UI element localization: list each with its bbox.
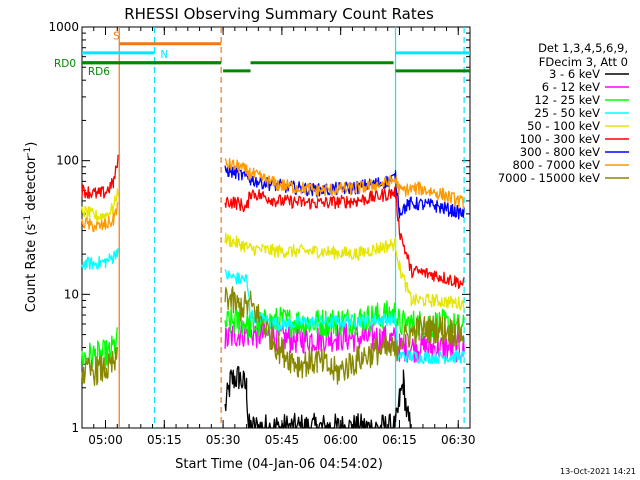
- legend-label: 6 - 12 keV: [542, 80, 600, 94]
- y-tick-label: 1: [71, 421, 79, 435]
- legend-label: 300 - 800 keV: [520, 145, 600, 159]
- legend-label: 50 - 100 keV: [527, 119, 600, 133]
- plot-frame: [81, 26, 471, 429]
- series-line: [81, 188, 119, 223]
- x-tick-label: 05:00: [88, 433, 123, 447]
- series-line: [224, 286, 465, 385]
- x-tick-label: 05:45: [265, 433, 300, 447]
- series-lines: [81, 154, 465, 429]
- chart-title: RHESSI Observing Summary Count Rates: [124, 5, 434, 23]
- series-line: [81, 202, 119, 233]
- series-line: [81, 247, 119, 271]
- series-line: [224, 232, 465, 311]
- x-tick-label: 06:30: [441, 433, 476, 447]
- y-tick-label: 10: [64, 287, 79, 301]
- series-line: [224, 319, 465, 363]
- flag-bars: S N RD0 RD6: [54, 31, 470, 78]
- x-tick-label: 06:00: [323, 433, 358, 447]
- axis-ticks: [81, 26, 471, 429]
- legend-label: 800 - 7000 keV: [512, 158, 600, 172]
- series-line: [224, 157, 465, 210]
- legend: Det 1,3,4,5,6,9, FDecim 3, Att 0 3 - 6 k…: [498, 41, 629, 185]
- legend-label: 25 - 50 keV: [534, 106, 600, 120]
- flag-label-s: S: [113, 31, 120, 43]
- x-axis-label: Start Time (04-Jan-06 04:54:02): [175, 457, 383, 472]
- flag-label-n: N: [160, 49, 168, 61]
- x-tick-label: 06:15: [382, 433, 417, 447]
- legend-label: 7000 - 15000 keV: [498, 171, 600, 185]
- flag-label-rd0: RD0: [54, 58, 76, 70]
- legend-label: 3 - 6 keV: [549, 67, 600, 81]
- legend-header-line-2: FDecim 3, Att 0: [539, 55, 628, 69]
- legend-label: 100 - 300 keV: [520, 132, 600, 146]
- y-axis-label: Count Rate (s-1 detector-1): [23, 142, 39, 313]
- x-tick-label: 05:15: [147, 433, 182, 447]
- series-line: [224, 365, 412, 429]
- series-line: [81, 154, 119, 200]
- series-line: [224, 186, 465, 289]
- series-line: [224, 268, 465, 365]
- mode-markers: [118, 27, 465, 428]
- y-tick-label: 1000: [48, 20, 79, 34]
- legend-label: 12 - 25 keV: [534, 93, 600, 107]
- legend-header-line-1: Det 1,3,4,5,6,9,: [538, 41, 628, 55]
- tick-labels: 1 10 100 1000 05:00 05:15 05:30 05:45 06:00 06:15…: [48, 20, 475, 447]
- x-tick-label: 05:30: [206, 433, 241, 447]
- footer-date: 13-Oct-2021 14:21: [560, 467, 636, 476]
- series-line: [81, 346, 118, 386]
- y-tick-label: 100: [56, 154, 79, 168]
- flag-label-rd6: RD6: [88, 66, 110, 78]
- series-line: [224, 300, 465, 340]
